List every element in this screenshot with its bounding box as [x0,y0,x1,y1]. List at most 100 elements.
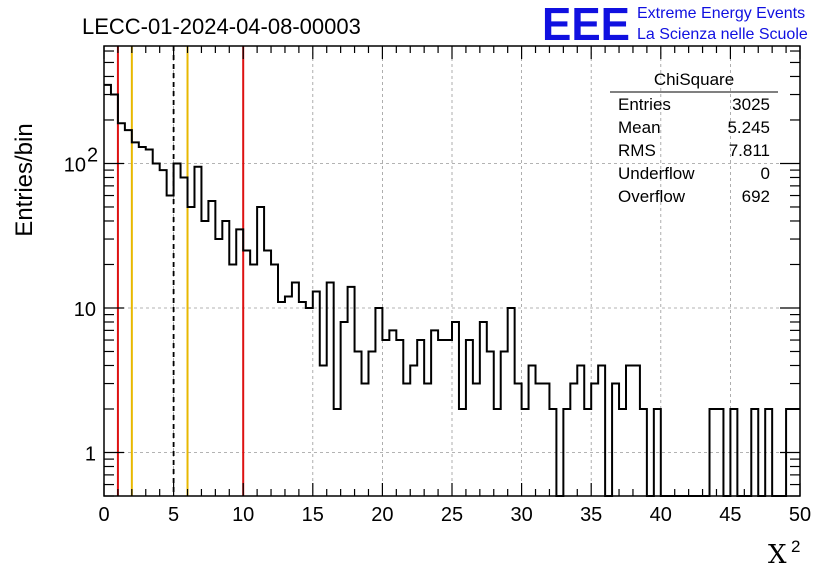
x-tick-label: 20 [371,504,393,526]
stats-box: ChiSquare Entries 3025 Mean 5.245 RMS 7.811 Un… [610,70,778,206]
histogram-bin [473,384,480,496]
x-tick-labels: 0 5 10 15 20 25 30 35 40 45 50 [98,504,811,526]
histogram-bin [452,322,459,496]
histogram-bin [368,351,375,496]
histogram-bin [480,322,487,496]
stats-row: Entries 3025 [618,95,770,114]
histogram-bin [501,351,508,496]
histogram-bin [215,239,222,496]
histogram-bin [389,330,396,496]
histogram-bin [208,201,215,496]
stats-row-label: Overflow [618,187,686,206]
stats-row-value: 7.811 [729,141,770,160]
x-tick-label: 5 [168,504,179,526]
histogram-bin [591,384,598,496]
stats-rows: Entries 3025 Mean 5.245 RMS 7.811 Underflow 0 Ov… [618,95,770,206]
stats-row: Mean 5.245 [618,118,770,137]
histogram-bin [334,409,341,496]
histogram-bin [542,384,549,496]
histogram-bin [577,365,584,496]
histogram-bin [710,409,717,496]
histogram-bin [438,340,445,496]
stats-row-value: 692 [742,187,770,206]
histogram-bin [751,409,758,496]
histogram-bin [536,384,543,496]
histogram-bin [264,250,271,496]
histogram-bin [445,340,452,496]
histogram-bin [104,85,111,496]
histogram-bin [549,409,556,496]
histogram-bin [730,409,737,496]
histogram-bin [181,177,188,496]
histogram-bin [299,302,306,496]
histogram-bin [229,264,236,496]
histogram-bin [160,170,167,496]
stats-row-label: RMS [618,141,656,160]
x-axis-label: X 2 [768,537,800,570]
histogram-bin [250,264,257,496]
chart-title: LECC-01-2024-04-08-00003 [82,14,361,39]
histogram-bin [716,409,723,496]
histogram-bin [125,130,132,496]
y-tick-label-base: 10 [74,299,96,321]
x-axis-label-superscript: 2 [791,537,800,556]
histogram-bin [320,365,327,496]
histogram-bin [285,297,292,496]
histogram-bin [515,384,522,496]
histogram-bin [431,330,438,496]
stats-title: ChiSquare [654,70,734,89]
histogram-bin [278,302,285,496]
histogram-bin [612,384,619,496]
y-tick-label-base: 1 [85,443,96,465]
histogram-bin [584,409,591,496]
x-tick-label: 10 [232,504,254,526]
histogram-bin [118,123,125,496]
y-tick-label: 10 [74,299,96,321]
histogram-bin [271,264,278,496]
histogram-bin [257,207,264,496]
histogram-bin [348,287,355,496]
histogram-bin [313,292,320,496]
histogram-bin [640,409,647,496]
x-tick-label: 0 [98,504,109,526]
stats-row-value: 5.245 [727,118,770,137]
stats-row: RMS 7.811 [618,141,770,160]
histogram-bin [765,409,772,496]
histogram-bin [222,221,229,496]
x-tick-label: 35 [580,504,602,526]
stats-row-value: 0 [761,164,770,183]
histogram-bin [167,196,174,496]
histogram-bin [654,409,661,496]
histogram-bin [619,409,626,496]
histogram-bin [529,365,536,496]
histogram-bin [417,340,424,496]
histogram-bin [306,308,313,496]
y-tick-label-exponent: 2 [87,144,98,166]
histogram-bin [201,221,208,496]
histogram-bin [146,149,153,496]
histogram-bin [466,340,473,496]
histogram-bin [508,308,515,496]
stats-row-value: 3025 [732,95,770,114]
histogram-bin [188,207,195,496]
histogram-bin [362,384,369,496]
y-tick-label-base: 10 [64,154,86,176]
histogram-outline [104,83,800,497]
y-tick-label: 1 [85,443,96,465]
histogram-bin [375,308,382,496]
histogram-bin [292,283,299,496]
stats-row-label: Mean [618,118,661,137]
histogram-bin [403,384,410,496]
eee-logo-text: EEE [542,0,630,50]
logo-line-2: La Scienza nelle Scuole [637,26,808,43]
histogram-bin [236,229,243,496]
x-tick-label: 25 [441,504,463,526]
histogram-bin [174,163,181,496]
histogram-bin [111,95,118,496]
histogram-bin [243,250,250,496]
histogram-bin [153,163,160,496]
histogram-bin [626,365,633,496]
y-axis-label: Entries/bin [11,123,38,236]
